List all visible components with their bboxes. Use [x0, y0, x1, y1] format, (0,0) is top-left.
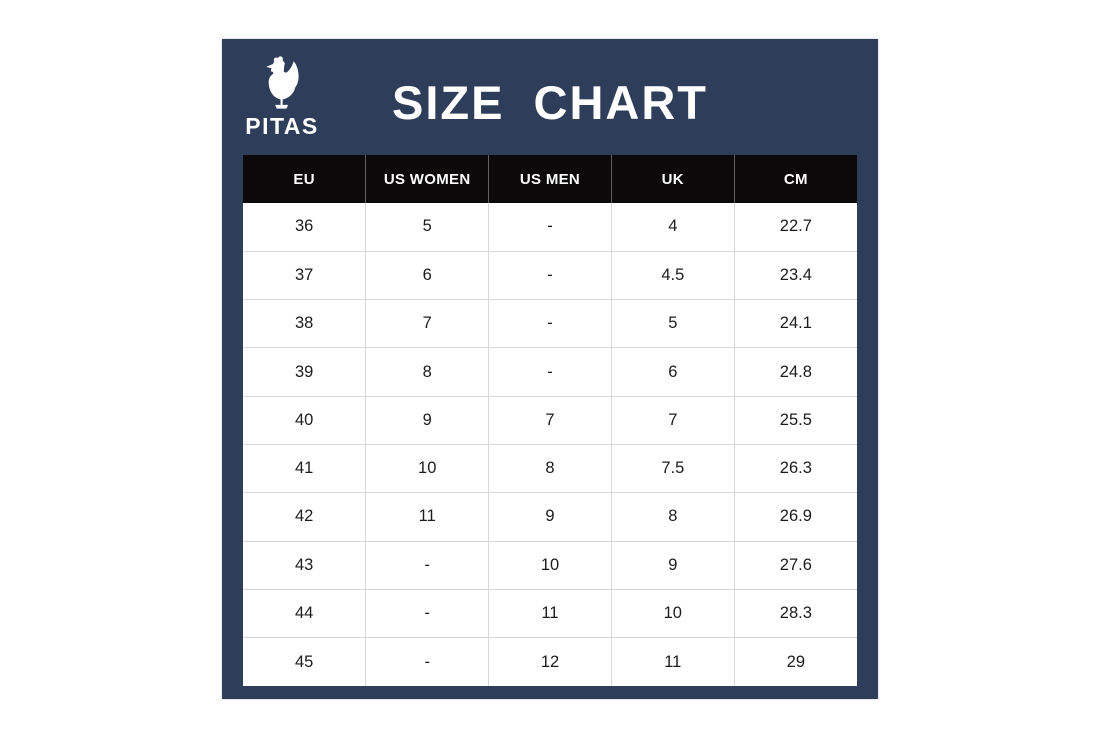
brand-logo: PITAS: [238, 56, 326, 140]
table-cell: 28.3: [734, 588, 857, 638]
table-cell: 7.5: [611, 443, 735, 493]
table-cell: 6: [365, 250, 490, 300]
table-row: 43-10 9 27.6: [243, 540, 857, 590]
table-cell: 9: [611, 540, 735, 590]
table-row: 44-11 10 28.3: [243, 588, 857, 638]
table-cell: 5: [365, 203, 490, 252]
table-row: 39 8-6 24.8: [243, 347, 857, 397]
table-cell: 27.6: [734, 540, 857, 590]
table-row: 38 7-5 24.1: [243, 299, 857, 348]
table-cell: 37: [243, 250, 367, 300]
table-cell: 41: [243, 443, 367, 493]
table-cell: 42: [243, 492, 367, 542]
column-header-uk: UK: [611, 155, 735, 203]
table-cell: 5: [611, 299, 735, 348]
table-row: 42 11 9 8 26.9: [243, 492, 857, 542]
table-cell: -: [365, 540, 490, 590]
table-cell: 11: [611, 637, 735, 686]
column-header-cm: CM: [734, 155, 857, 203]
table-cell: 45: [243, 637, 367, 686]
table-row: 41 10 8 7.5 26.3: [243, 443, 857, 493]
table-cell: 7: [488, 395, 612, 445]
page-title: SIZE CHART: [392, 76, 708, 129]
size-chart-table: EU US WOMEN US MEN UK CM 36 5-4 22.7 37 6-4.5 23.…: [243, 155, 857, 686]
table-cell: 9: [365, 395, 490, 445]
table-cell: 29: [734, 637, 857, 686]
table-cell: -: [488, 347, 612, 397]
table-cell: 38: [243, 299, 367, 348]
table-cell: 8: [488, 443, 612, 493]
table-cell: 26.9: [734, 492, 857, 542]
table-cell: 24.8: [734, 347, 857, 397]
column-header-us-men: US MEN: [488, 155, 612, 203]
table-cell: -: [488, 203, 612, 252]
table-cell: 4: [611, 203, 735, 252]
size-chart-panel: PITAS SIZE CHART EU US WOMEN US MEN UK CM 36…: [222, 39, 878, 699]
table-cell: -: [488, 250, 612, 300]
table-cell: 11: [488, 588, 612, 638]
table-cell: 23.4: [734, 250, 857, 300]
table-cell: 26.3: [734, 443, 857, 493]
table-cell: 11: [365, 492, 490, 542]
table-cell: -: [365, 637, 490, 686]
table-row: 36 5-4 22.7: [243, 203, 857, 252]
table-body: 36 5-4 22.7 37 6-4.5 23.4 38 7-5 24.1 39 8-6 24.8 40…: [243, 203, 857, 686]
table-cell: 43: [243, 540, 367, 590]
table-cell: 22.7: [734, 203, 857, 252]
table-cell: 7: [611, 395, 735, 445]
table-cell: 10: [365, 443, 490, 493]
table-row: 45-12 11 29: [243, 637, 857, 686]
table-cell: 40: [243, 395, 367, 445]
table-cell: -: [365, 588, 490, 638]
column-header-us-women: US WOMEN: [365, 155, 490, 203]
rooster-icon: [266, 56, 299, 109]
table-header-row: EU US WOMEN US MEN UK CM: [243, 155, 857, 203]
table-cell: 6: [611, 347, 735, 397]
brand-name: PITAS: [245, 113, 319, 139]
table-cell: 4.5: [611, 250, 735, 300]
table-cell: 44: [243, 588, 367, 638]
table-cell: 10: [488, 540, 612, 590]
table-cell: 25.5: [734, 395, 857, 445]
table-cell: 12: [488, 637, 612, 686]
table-row: 37 6-4.5 23.4: [243, 250, 857, 300]
table-cell: 36: [243, 203, 367, 252]
table-cell: 8: [611, 492, 735, 542]
column-header-eu: EU: [243, 155, 367, 203]
table-cell: 10: [611, 588, 735, 638]
table-cell: 8: [365, 347, 490, 397]
table-cell: 7: [365, 299, 490, 348]
table-cell: 24.1: [734, 299, 857, 348]
table-cell: -: [488, 299, 612, 348]
table-cell: 9: [488, 492, 612, 542]
table-head: EU US WOMEN US MEN UK CM: [243, 155, 857, 203]
table-row: 40 9 7 7 25.5: [243, 395, 857, 445]
table-cell: 39: [243, 347, 367, 397]
